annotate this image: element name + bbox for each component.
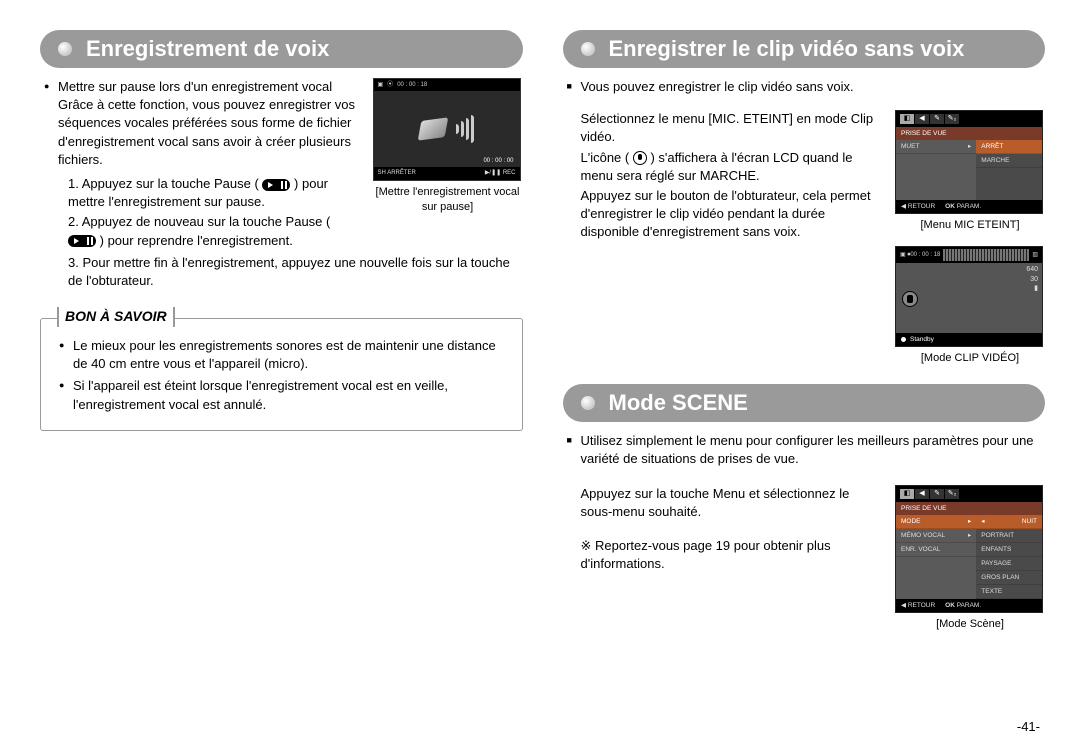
menu-mode: MODE▸ — [896, 515, 976, 529]
menu-grosplan: GROS PLAN — [976, 571, 1042, 585]
voice-lcd-caption: [Mettre l'enregistrement vocal sur pause… — [373, 185, 523, 216]
play-pause-icon — [68, 235, 96, 247]
menu-right-on: MARCHE — [976, 154, 1042, 168]
right-bottom-section-header: Mode SCENE — [563, 384, 1046, 422]
menu-texte: TEXTE — [976, 585, 1042, 599]
mic-indicator-icon: ⦿ — [387, 81, 393, 89]
mic-menu-caption: [Menu MIC ETEINT] — [895, 218, 1045, 233]
step2-pre: 2. Appuyez de nouveau sur la touche Paus… — [68, 214, 330, 229]
step2-post: ) pour reprendre l'enregistrement. — [100, 233, 293, 248]
menu-memo: MÉMO VOCAL▸ — [896, 529, 976, 543]
elapsed: 00 : 00 : 00 — [483, 158, 513, 164]
sh-label: SH — [378, 170, 386, 176]
step-2: 2. Appuyez de nouveau sur la touche Paus… — [68, 213, 361, 249]
clip-res: 640 — [1026, 265, 1038, 275]
menu-enfants: ENFANTS — [976, 543, 1042, 557]
menu-param: PARAM. — [957, 203, 981, 210]
rec-indicator-icon: ▣ — [378, 81, 384, 89]
standby-dot-icon — [901, 337, 906, 342]
right-top-section-header: Enregistrer le clip vidéo sans voix — [563, 30, 1046, 68]
clip-timer: 00 : 00 : 18 — [910, 251, 940, 259]
rec-icon: ▣ ⏺ — [900, 251, 910, 259]
timer: 00 : 00 : 18 — [397, 81, 427, 89]
rt-p2-pre: L'icône ( — [581, 150, 630, 165]
scene-section: PRISE DE VUE — [896, 502, 1042, 515]
rb-p1: Appuyez sur la touche Menu et sélectionn… — [581, 485, 884, 521]
video-icon: ▮ — [1026, 284, 1038, 294]
step-1: 1. Appuyez sur la touche Pause ( ) pour … — [68, 175, 361, 211]
menu-section: PRISE DE VUE — [896, 127, 1042, 140]
menu-portrait: PORTRAIT — [976, 529, 1042, 543]
stop-label: ARRÊTER — [387, 170, 416, 176]
mic-menu-lcd: ◧ ◀ ✎ ✎₂ PRISE DE VUE MUET▸ ARRÊT MARCHE — [895, 110, 1043, 214]
battery-icon: ▥ — [1032, 251, 1038, 259]
menu-right-off: ARRÊT — [976, 140, 1042, 154]
clip-fps: 30 — [1026, 275, 1038, 285]
tab-sound-icon: ◀ — [915, 114, 929, 124]
mic-off-icon — [902, 291, 918, 307]
left-section-header: Enregistrement de voix — [40, 30, 523, 68]
clip-standby: Standby — [910, 335, 934, 344]
menu-nuit: ◂NUIT — [976, 515, 1042, 529]
scene-menu-lcd: ◧ ◀ ✎ ✎₂ PRISE DE VUE MODE▸ MÉMO VOCAL▸ … — [895, 485, 1043, 614]
menu-back: RETOUR — [908, 203, 935, 210]
step-3: 3. Pour mettre fin à l'enregistrement, a… — [68, 254, 523, 290]
waveform-icon — [943, 249, 1029, 261]
menu-enr: ENR. VOCAL — [896, 543, 976, 557]
right-top-title: Enregistrer le clip vidéo sans voix — [609, 36, 965, 62]
rt-p2: L'icône ( ) s'affichera à l'écran LCD qu… — [581, 149, 884, 185]
note-box: BON À SAVOIR Le mieux pour les enregistr… — [40, 318, 523, 431]
tab-sound-icon: ◀ — [915, 489, 929, 499]
voice-lcd: ▣ ⦿ 00 : 00 : 18 00 : — [373, 78, 521, 181]
left-title: Enregistrement de voix — [86, 36, 329, 62]
note-2: Si l'appareil est éteint lorsque l'enreg… — [73, 377, 508, 413]
step1-pre: 1. Appuyez sur la touche Pause ( — [68, 176, 259, 191]
menu-ok: OK — [945, 203, 955, 210]
menu-paysage: PAYSAGE — [976, 557, 1042, 571]
rec-label: REC — [503, 170, 516, 176]
tab-tool1-icon: ✎ — [930, 114, 944, 124]
microphone-icon — [417, 118, 448, 141]
note-1: Le mieux pour les enregistrements sonore… — [73, 337, 508, 373]
page-number: -41- — [1017, 719, 1040, 734]
menu-left-muet: MUET▸ — [896, 140, 976, 154]
voice-pause-intro: Mettre sur pause lors d'un enregistremen… — [58, 78, 361, 169]
rt-intro: Vous pouvez enregistrer le clip vidéo sa… — [581, 78, 1046, 96]
scene-caption: [Mode Scène] — [895, 617, 1045, 632]
scene-ok: OK — [945, 602, 955, 609]
play-pause-icon — [262, 179, 290, 191]
scene-back: RETOUR — [908, 602, 935, 609]
tab-tool2-icon: ✎₂ — [945, 114, 959, 124]
tab-tool1-icon: ✎ — [930, 489, 944, 499]
scene-param: PARAM. — [957, 602, 981, 609]
note-title: BON À SAVOIR — [57, 307, 175, 327]
header-bullet-icon — [58, 42, 72, 56]
tab-camera-icon: ◧ — [900, 114, 914, 124]
header-bullet-icon — [581, 42, 595, 56]
rt-p1: Sélectionnez le menu [MIC. ETEINT] en mo… — [581, 110, 884, 146]
tab-camera-icon: ◧ — [900, 489, 914, 499]
right-bottom-title: Mode SCENE — [609, 390, 748, 416]
tab-tool2-icon: ✎₂ — [945, 489, 959, 499]
rb-p2: ※ Reportez-vous page 19 pour obtenir plu… — [581, 537, 884, 573]
rt-p3: Appuyez sur le bouton de l'obturateur, c… — [581, 187, 884, 242]
header-bullet-icon — [581, 396, 595, 410]
sound-wave-icon — [456, 115, 474, 143]
clip-lcd: ▣ ⏺ 00 : 00 : 18 ▥ 640 30 ▮ — [895, 246, 1043, 347]
rb-intro: Utilisez simplement le menu pour configu… — [581, 432, 1046, 468]
mic-mute-icon — [633, 151, 647, 165]
clip-caption: [Mode CLIP VIDÉO] — [895, 351, 1045, 366]
